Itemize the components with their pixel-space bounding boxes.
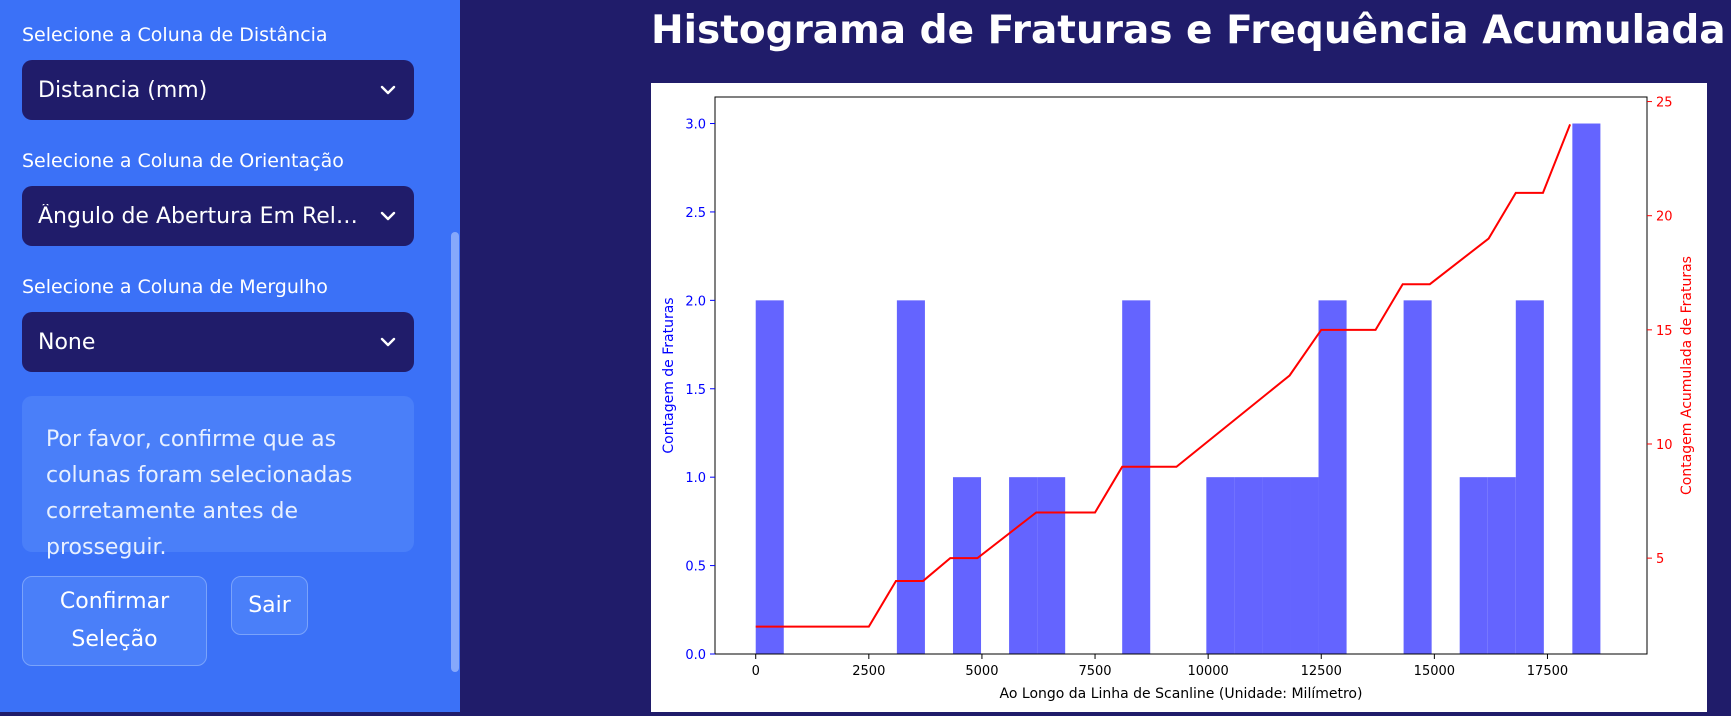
histogram-bar: [1515, 300, 1544, 654]
confirm-label-line1: Confirmar: [59, 589, 170, 614]
plot-frame: [714, 96, 1648, 655]
histogram-bar: [1403, 300, 1432, 654]
dip-column-value: None: [38, 329, 96, 355]
histogram-bar: [1262, 477, 1291, 654]
orientation-column-select[interactable]: Ângulo de Abertura Em Rela…: [22, 186, 414, 246]
x-tick-label: 12500: [1301, 664, 1342, 679]
histogram-bar: [1122, 300, 1151, 654]
chevron-down-icon: [378, 80, 398, 100]
x-tick-label: 2500: [852, 664, 885, 679]
y2-axis-label: Contagem Acumulada de Fraturas: [1679, 256, 1695, 495]
chevron-down-icon: [378, 332, 398, 352]
histogram-bar: [1572, 123, 1601, 655]
y2-tick-label: 15: [1656, 324, 1673, 339]
y2-tick-label: 5: [1656, 552, 1664, 567]
histogram-chart: 0 2500 5000 7500 10000 12500 15000 17500 0.0 0.5 1…: [651, 83, 1707, 712]
sidebar-scrollbar[interactable]: [451, 232, 459, 672]
y-tick-label: 0.0: [685, 648, 706, 663]
exit-button[interactable]: Sair: [231, 576, 308, 635]
x-tick-label: 7500: [1078, 664, 1111, 679]
x-tick-label: 17500: [1527, 664, 1568, 679]
orientation-column-value: Ângulo de Abertura Em Rela…: [38, 203, 358, 229]
histogram-bar: [1206, 477, 1235, 654]
orientation-column-label: Selecione a Coluna de Orientação: [22, 150, 344, 172]
x-tick-label: 10000: [1187, 664, 1228, 679]
y-tick-label: 1.0: [685, 471, 706, 486]
y-tick-label: 2.5: [685, 206, 706, 221]
dip-column-label: Selecione a Coluna de Mergulho: [22, 276, 328, 298]
cumulative-line: [755, 124, 1572, 628]
histogram-bar: [1234, 477, 1263, 654]
y-tick-label: 2.0: [685, 294, 706, 309]
confirm-selection-button[interactable]: Confirmar Seleção: [22, 576, 207, 666]
histogram-bar: [1487, 477, 1516, 654]
chevron-down-icon: [378, 206, 398, 226]
histogram-bar: [1009, 477, 1038, 654]
y2-tick-label: 25: [1656, 96, 1673, 111]
histogram-bar: [1318, 300, 1347, 654]
distance-column-select[interactable]: Distancia (mm): [22, 60, 414, 120]
y2-tick-label: 20: [1656, 210, 1673, 225]
histogram-bar: [1459, 477, 1488, 654]
histogram-bar: [755, 300, 784, 654]
histogram-bar: [1290, 477, 1319, 654]
y-tick-label: 3.0: [685, 118, 706, 133]
y-axis-label: Contagem de Fraturas: [661, 297, 677, 453]
histogram-bar: [1037, 477, 1066, 654]
x-tick-label: 15000: [1414, 664, 1455, 679]
page-title: Histograma de Fraturas e Frequência Acum…: [651, 8, 1726, 53]
histogram-bar: [896, 300, 925, 654]
y-tick-label: 1.5: [685, 383, 706, 398]
x-axis-label: Ao Longo da Linha de Scanline (Unidade: …: [1000, 686, 1363, 702]
dip-column-select[interactable]: None: [22, 312, 414, 372]
confirm-label-line2: Seleção: [71, 627, 158, 652]
x-tick-label: 0: [752, 664, 760, 679]
chart-svg: 0 2500 5000 7500 10000 12500 15000 17500 0.0 0.5 1…: [661, 96, 1695, 702]
distance-column-label: Selecione a Coluna de Distância: [22, 24, 328, 46]
y2-tick-label: 10: [1656, 438, 1673, 453]
info-message: Por favor, confirme que as colunas foram…: [22, 396, 414, 560]
histogram-bar: [952, 477, 982, 654]
distance-column-value: Distancia (mm): [38, 77, 208, 103]
x-tick-label: 5000: [965, 664, 998, 679]
sidebar: Selecione a Coluna de Distância Distanci…: [0, 0, 460, 712]
y-tick-label: 0.5: [685, 560, 706, 575]
